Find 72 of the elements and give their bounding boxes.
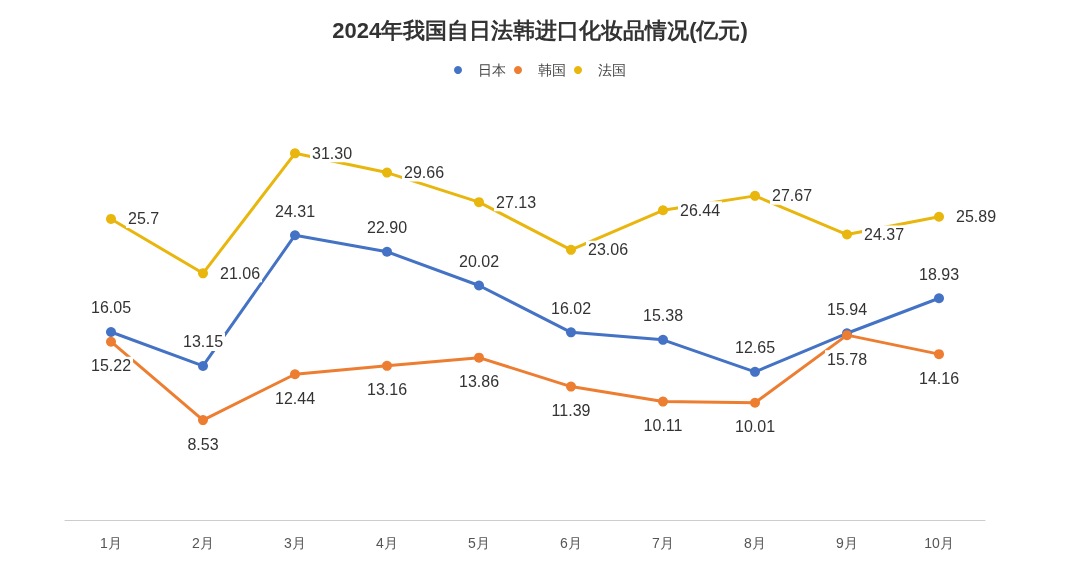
point (106, 336, 116, 347)
data-label: 26.44 (680, 201, 721, 219)
data-label: 16.02 (550, 299, 592, 317)
legend-label: 日本 (478, 62, 506, 78)
x-tick-label: 6月 (560, 535, 582, 551)
x-tick-label: 5月 (468, 535, 490, 551)
point (198, 415, 208, 426)
data-label: 23.06 (588, 241, 629, 259)
data-label: 12.65 (734, 339, 776, 357)
point (106, 213, 116, 224)
point (566, 381, 576, 392)
x-tick-label: 2月 (192, 535, 214, 551)
chart-title: 2024年我国自日法韩进口化妆品情况(亿元) (332, 17, 748, 43)
data-label: 15.22 (90, 357, 132, 375)
point (658, 205, 668, 216)
data-label: 18.93 (918, 265, 960, 283)
point (750, 190, 760, 201)
point (382, 167, 392, 178)
x-tick-label: 8月 (744, 535, 766, 551)
data-label: 27.67 (772, 187, 813, 205)
data-label: 14.16 (918, 369, 960, 387)
point (106, 326, 116, 337)
legend-label: 法国 (598, 62, 626, 78)
x-tick-label: 3月 (284, 535, 306, 551)
x-tick-label: 7月 (652, 535, 674, 551)
data-label: 13.15 (182, 333, 224, 351)
data-label: 25.7 (128, 210, 160, 228)
point (566, 327, 576, 338)
point (382, 246, 392, 257)
point (566, 244, 576, 255)
data-label: 21.06 (220, 264, 261, 282)
data-label: 12.44 (274, 389, 316, 407)
point (290, 148, 300, 159)
data-label: 16.05 (90, 299, 132, 317)
point (842, 229, 852, 240)
point (290, 230, 300, 241)
point (934, 293, 944, 304)
data-label: 25.89 (956, 208, 997, 226)
data-label: 24.31 (274, 202, 316, 220)
x-tick-label: 9月 (836, 535, 858, 551)
data-label: 22.90 (366, 219, 408, 237)
x-tick-label: 4月 (376, 535, 398, 551)
point (198, 268, 208, 279)
point (290, 369, 300, 380)
point (750, 397, 760, 408)
x-tick-label: 1月 (100, 535, 122, 551)
data-label: 24.37 (864, 226, 905, 244)
data-label: 8.53 (187, 435, 219, 453)
data-label: 15.94 (826, 300, 868, 318)
point (750, 366, 760, 377)
point (382, 360, 392, 371)
data-label: 10.01 (734, 418, 776, 436)
point (658, 396, 668, 407)
data-label: 20.02 (458, 252, 500, 270)
point (474, 197, 484, 208)
data-label: 10.11 (643, 417, 683, 435)
data-label: 15.78 (826, 350, 868, 368)
point (658, 334, 668, 345)
point (474, 352, 484, 363)
point (934, 211, 944, 222)
point (474, 280, 484, 291)
legend-label: 韩国 (538, 62, 566, 78)
data-label: 13.16 (366, 381, 408, 399)
x-tick-label: 10月 (924, 535, 954, 551)
data-label: 13.86 (458, 373, 500, 391)
data-label: 27.13 (496, 193, 537, 211)
data-label: 11.39 (551, 402, 591, 420)
point (934, 349, 944, 360)
data-label: 29.66 (404, 164, 445, 182)
point (198, 360, 208, 371)
data-label: 15.38 (642, 307, 684, 325)
data-label: 31.30 (312, 144, 353, 162)
